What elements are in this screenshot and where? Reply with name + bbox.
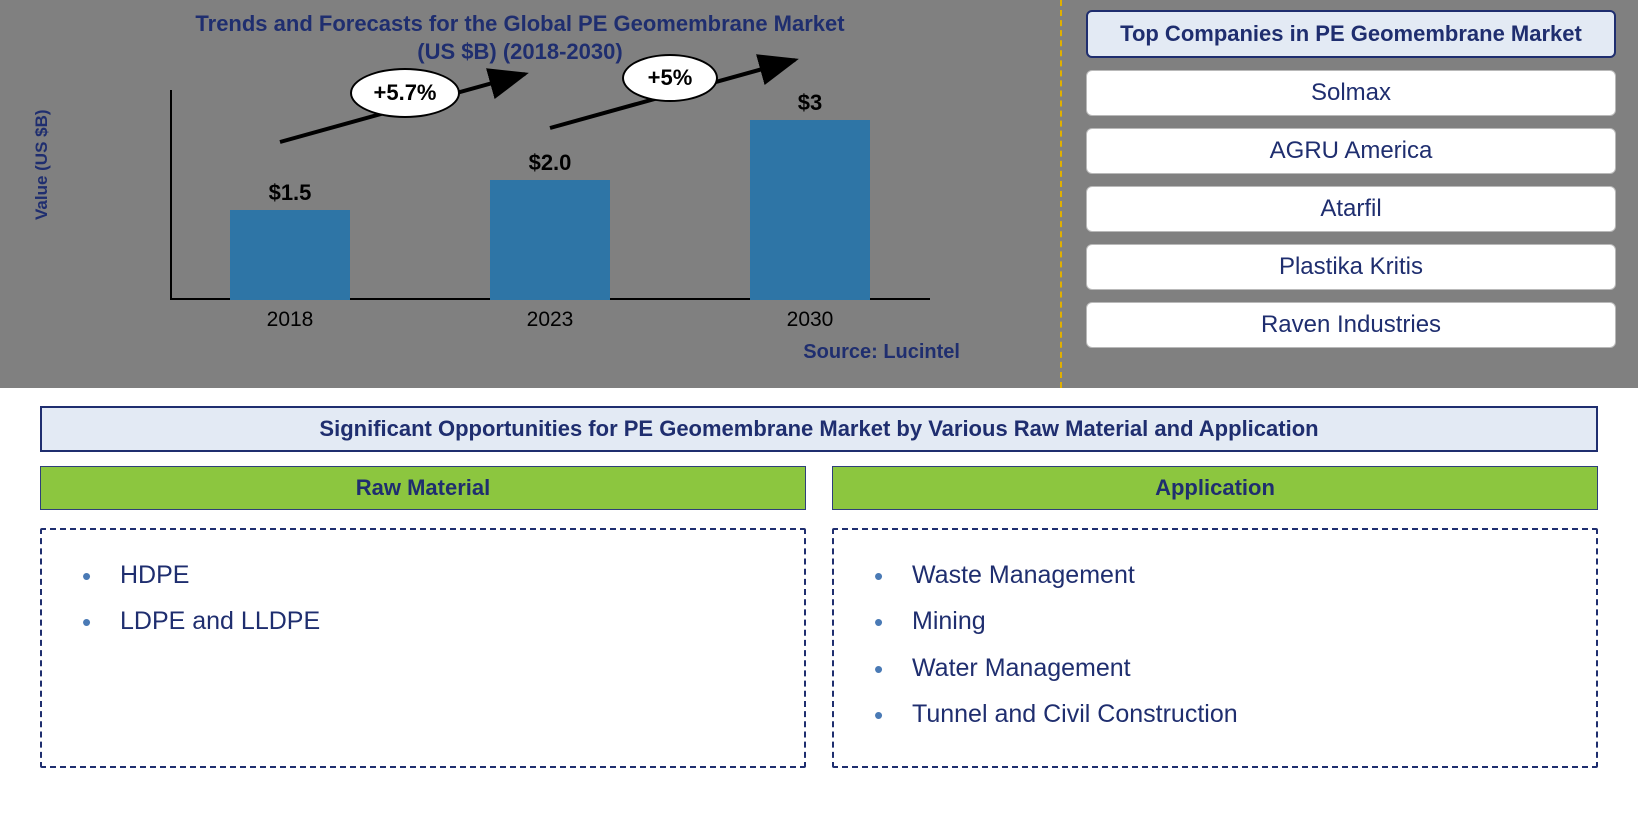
x-tick-2018: 2018 [230, 308, 350, 332]
top-section: Trends and Forecasts for the Global PE G… [0, 0, 1638, 388]
column-application: Application Waste Management Mining Wate… [832, 466, 1598, 768]
bar-value-2018: $1.5 [230, 180, 350, 206]
company-item-4: Raven Industries [1086, 302, 1616, 348]
column-header-application: Application [832, 466, 1598, 510]
raw-material-box: HDPE LDPE and LLDPE [40, 528, 806, 768]
bar-2018 [230, 210, 350, 300]
application-list: Waste Management Mining Water Management… [864, 552, 1566, 737]
bar-2023 [490, 180, 610, 300]
vertical-dashed-separator [1060, 0, 1062, 388]
list-item: HDPE [82, 552, 774, 598]
list-item: Mining [874, 598, 1566, 644]
x-tick-2023: 2023 [490, 308, 610, 332]
raw-material-list: HDPE LDPE and LLDPE [72, 552, 774, 645]
column-header-raw-material: Raw Material [40, 466, 806, 510]
chart-source: Source: Lucintel [803, 341, 960, 364]
growth-label-2: +5% [648, 65, 693, 91]
company-item-2: Atarfil [1086, 186, 1616, 232]
growth-label-1: +5.7% [374, 80, 437, 106]
top-companies-panel: Top Companies in PE Geomembrane Market S… [1086, 10, 1616, 348]
bar-value-2023: $2.0 [490, 150, 610, 176]
x-tick-2030: 2030 [750, 308, 870, 332]
bar-2030 [750, 120, 870, 300]
growth-bubble-2: +5% [622, 54, 718, 102]
list-item: Water Management [874, 645, 1566, 691]
chart-title-line1: Trends and Forecasts for the Global PE G… [195, 11, 844, 36]
top-companies-header: Top Companies in PE Geomembrane Market [1086, 10, 1616, 58]
list-item: Tunnel and Civil Construction [874, 691, 1566, 737]
bottom-section: Significant Opportunities for PE Geomemb… [0, 388, 1638, 830]
column-raw-material: Raw Material HDPE LDPE and LLDPE [40, 466, 806, 768]
chart-y-axis-label: Value (US $B) [32, 109, 52, 220]
company-item-1: AGRU America [1086, 128, 1616, 174]
y-axis-line [170, 90, 172, 300]
company-item-0: Solmax [1086, 70, 1616, 116]
chart-title: Trends and Forecasts for the Global PE G… [60, 10, 980, 65]
opportunities-columns: Raw Material HDPE LDPE and LLDPE Applica… [40, 466, 1598, 768]
bar-chart: Trends and Forecasts for the Global PE G… [60, 10, 980, 370]
opportunities-header: Significant Opportunities for PE Geomemb… [40, 406, 1598, 452]
application-box: Waste Management Mining Water Management… [832, 528, 1598, 768]
company-item-3: Plastika Kritis [1086, 244, 1616, 290]
plot-area: $1.5 2018 $2.0 2023 $3 2030 [170, 90, 930, 300]
list-item: Waste Management [874, 552, 1566, 598]
growth-bubble-1: +5.7% [350, 68, 460, 118]
list-item: LDPE and LLDPE [82, 598, 774, 644]
page-root: Trends and Forecasts for the Global PE G… [0, 0, 1638, 830]
